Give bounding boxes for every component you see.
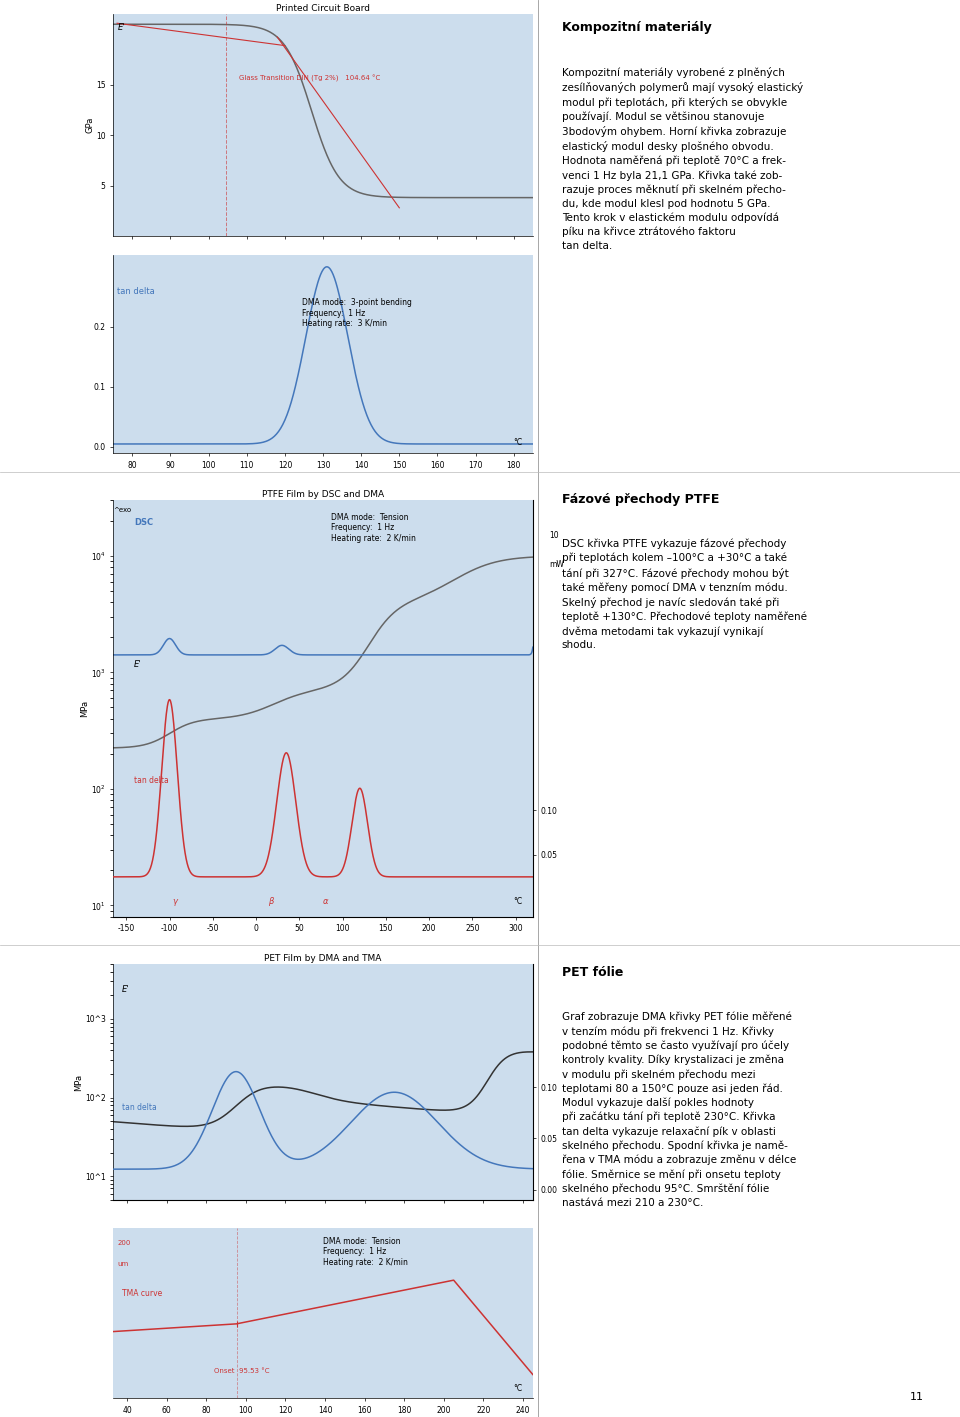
Text: 200: 200 xyxy=(117,1240,131,1246)
Text: γ: γ xyxy=(172,897,177,907)
Y-axis label: GPa: GPa xyxy=(85,116,95,133)
Text: PET fólie: PET fólie xyxy=(562,966,623,979)
Text: E': E' xyxy=(122,985,130,995)
Text: DMA mode:  3-point bending
Frequency:  1 Hz
Heating rate:  3 K/min: DMA mode: 3-point bending Frequency: 1 H… xyxy=(302,299,412,329)
Text: Graf zobrazuje DMA křivky PET fólie měřené
v tenzím módu při frekvenci 1 Hz. Kři: Graf zobrazuje DMA křivky PET fólie měře… xyxy=(562,1012,796,1207)
Text: DSC: DSC xyxy=(134,519,154,527)
Text: 10: 10 xyxy=(549,531,560,540)
Text: tan delta: tan delta xyxy=(134,777,169,785)
Text: mW: mW xyxy=(549,560,564,568)
Y-axis label: MPa: MPa xyxy=(74,1074,84,1091)
Text: Kompozitní materiály vyrobené z plněných
zesílňovaných polymerů mají vysoký elas: Kompozitní materiály vyrobené z plněných… xyxy=(562,67,803,251)
Title: PTFE Film by DSC and DMA: PTFE Film by DSC and DMA xyxy=(262,490,384,499)
Text: tan delta: tan delta xyxy=(122,1104,156,1112)
Text: TMA curve: TMA curve xyxy=(122,1289,162,1298)
Text: um: um xyxy=(117,1261,129,1267)
Text: β: β xyxy=(269,897,274,907)
Text: °C: °C xyxy=(514,1384,522,1393)
Text: °C: °C xyxy=(514,438,522,446)
Text: DMA mode:  Tension
Frequency:  1 Hz
Heating rate:  2 K/min: DMA mode: Tension Frequency: 1 Hz Heatin… xyxy=(324,1237,408,1267)
Text: Fázové přechody PTFE: Fázové přechody PTFE xyxy=(562,493,719,506)
Text: E': E' xyxy=(117,23,125,31)
Text: DSC křivka PTFE vykazuje fázové přechody
při teplotách kolem –100°C a +30°C a ta: DSC křivka PTFE vykazuje fázové přechody… xyxy=(562,538,806,650)
Y-axis label: MPa: MPa xyxy=(81,700,89,717)
Text: Glass Transition DIN (Tg 2%)   104.64 °C: Glass Transition DIN (Tg 2%) 104.64 °C xyxy=(239,75,380,82)
Text: tan delta: tan delta xyxy=(117,288,156,296)
Text: DMA mode:  Tension
Frequency:  1 Hz
Heating rate:  2 K/min: DMA mode: Tension Frequency: 1 Hz Heatin… xyxy=(331,513,417,543)
Text: ^exo: ^exo xyxy=(113,506,132,513)
Title: Printed Circuit Board: Printed Circuit Board xyxy=(276,4,370,13)
Text: 11: 11 xyxy=(910,1391,924,1403)
Text: α: α xyxy=(324,897,328,907)
Text: Kompozitní materiály: Kompozitní materiály xyxy=(562,21,711,34)
Text: °C: °C xyxy=(514,897,522,907)
Title: PET Film by DMA and TMA: PET Film by DMA and TMA xyxy=(264,954,382,964)
Text: E': E' xyxy=(134,660,142,669)
Text: Onset  95.53 °C: Onset 95.53 °C xyxy=(214,1367,270,1373)
